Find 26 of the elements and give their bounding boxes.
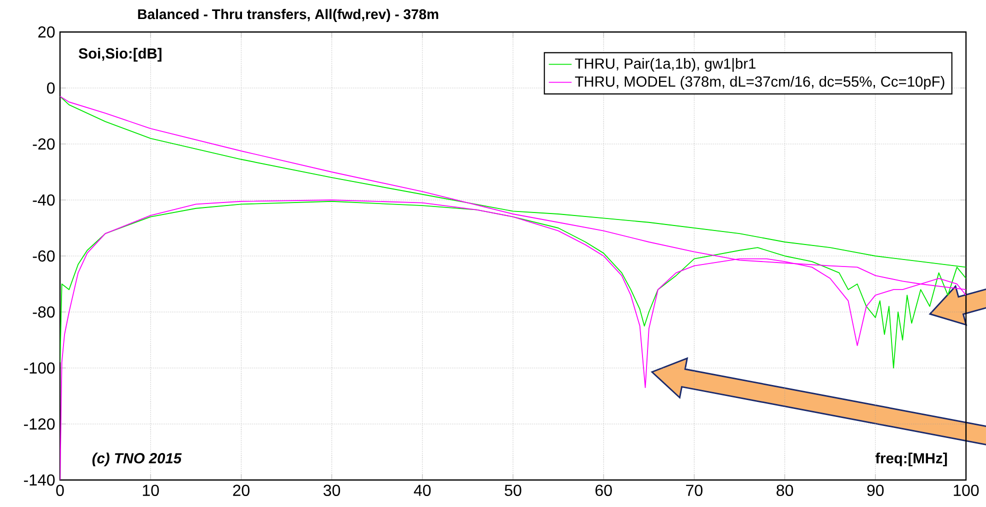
y-tick-label: -140 (24, 474, 55, 486)
chart-title: Balanced - Thru transfers, All(fwd,rev) - 378m (138, 8, 438, 22)
legend-label: THRU, Pair(1a,1b), gw1|br1 (575, 58, 756, 72)
x-tick-label: 60 (596, 484, 612, 496)
x-tick-label: 20 (233, 484, 250, 496)
y-tick-label: 20 (38, 26, 55, 38)
x-tick-label: 100 (954, 484, 979, 496)
y-tick-label: 0 (47, 82, 55, 94)
x-tick-label: 70 (686, 484, 702, 496)
y-tick-label: -120 (24, 418, 55, 430)
x-tick-label: 40 (414, 484, 431, 496)
y-tick-label: -100 (24, 362, 55, 374)
y-tick-label: -80 (32, 306, 55, 318)
x-tick-label: 90 (867, 484, 884, 496)
y-tick-label: -40 (32, 194, 55, 206)
x-tick-label: 30 (324, 484, 340, 496)
x-tick-label: 50 (504, 484, 522, 496)
y-tick-label: -60 (32, 250, 55, 262)
x-tick-label: 0 (56, 484, 64, 496)
x-axis-title: freq:[MHz] (875, 452, 947, 466)
annotation: (c) TNO 2015 (92, 452, 182, 466)
y-tick-label: -20 (32, 138, 55, 150)
x-tick-label: 10 (142, 484, 159, 496)
legend-label: THRU, MODEL (378m, dL=37cm/16, dc=55%, Cc=10pF) (575, 76, 944, 90)
x-tick-label: 80 (776, 484, 794, 496)
y-axis-title: Soi,Sio:[dB] (78, 48, 162, 62)
